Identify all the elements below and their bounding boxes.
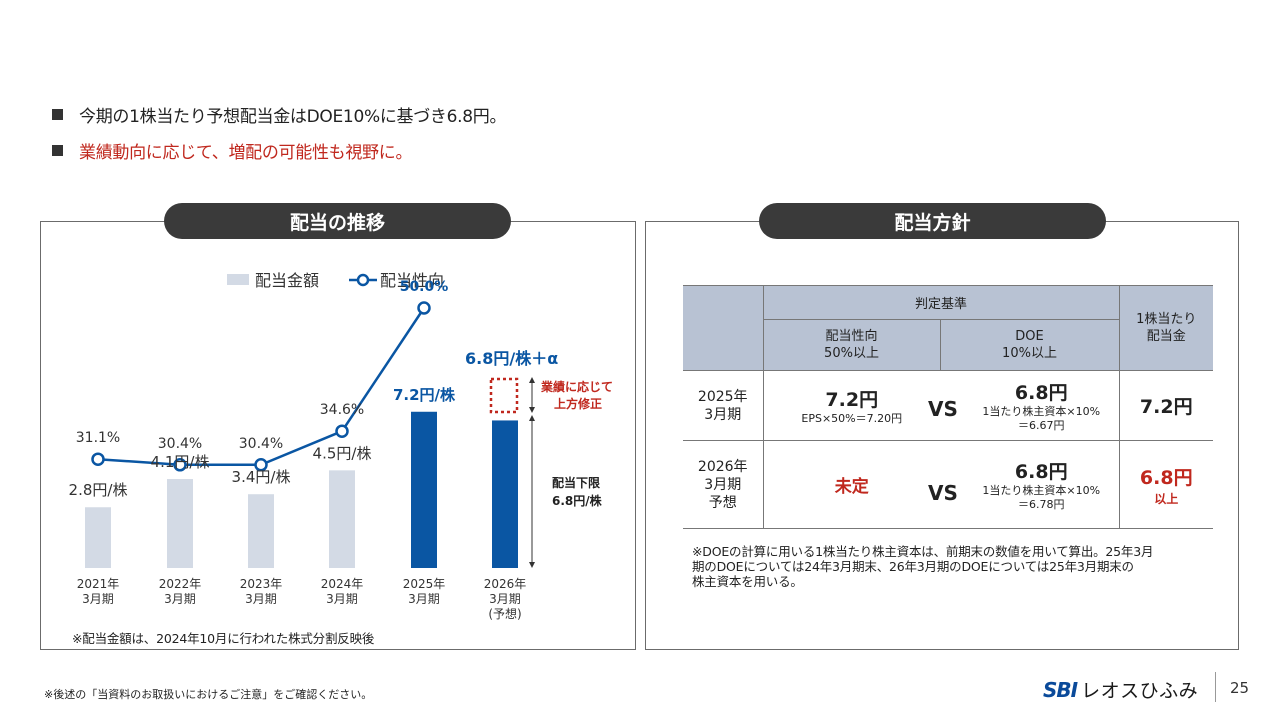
company-logo: SBI レオスひふみ [1043, 676, 1198, 703]
period-forecast: 予想 [708, 494, 737, 511]
disclaimer-note: ※後述の「当資料のお取扱いにおけるご注意」をご確認ください。 [44, 688, 373, 701]
payout-cell: 7.2円 EPS×50%＝7.20円 [762, 370, 940, 441]
square-bullet-icon [52, 108, 63, 120]
dps-cell: 6.8円 以上 [1118, 440, 1213, 529]
policy-footnote: ※DOEの計算に用いる1株当たり株主資本は、前期末の数値を用いて算出。25年3月… [692, 544, 1153, 589]
header-doe: DOE 10%以上 [939, 319, 1120, 371]
square-bullet-icon [52, 144, 63, 156]
period-term: 3月期 [704, 406, 742, 423]
period-year: 2025年 [697, 388, 748, 405]
doe-result: ＝6.78円 [1018, 498, 1065, 511]
vs-label: VS [928, 481, 958, 505]
doe-formula: 1当たり株主資本×10% [982, 405, 1101, 418]
dividend-history-title: 配当の推移 [164, 203, 511, 239]
payout-cell: 未定 [762, 440, 940, 529]
footer-divider [1215, 672, 1216, 702]
bullet-increase-possibility: 業績動向に応じて、増配の可能性も視野に。 [52, 132, 506, 168]
period-term: 3月期 [704, 476, 742, 493]
dps-cell: 7.2円 [1118, 370, 1213, 441]
header-payout-line2: 50%以上 [824, 346, 879, 361]
header-payout: 配当性向 50%以上 [762, 319, 941, 371]
table-row: 2025年 3月期 7.2円 EPS×50%＝7.20円 VS 6.8円 1当た… [683, 370, 1213, 441]
doe-value: 6.8円 [1014, 461, 1068, 483]
period-cell: 2026年 3月期 予想 [683, 440, 764, 529]
vs-label: VS [928, 397, 958, 421]
payout-value: 7.2円 [825, 389, 879, 411]
doe-cell: VS 6.8円 1当たり株主資本×10% ＝6.67円 [928, 370, 1120, 441]
chart-footnote: ※配当金額は、2024年10月に行われた株式分割反映後 [72, 631, 375, 646]
header-dps-line2: 配当金 [1146, 329, 1186, 344]
header-payout-line1: 配当性向 [825, 329, 878, 344]
bullet-text: 今期の1株当たり予想配当金はDOE10%に基づき6.8円。 [79, 106, 507, 127]
bullet-text: 業績動向に応じて、増配の可能性も視野に。 [79, 142, 413, 163]
header-criteria: 判定基準 [762, 285, 1120, 320]
bullet-dividend-forecast: 今期の1株当たり予想配当金はDOE10%に基づき6.8円。 [52, 96, 506, 132]
dps-value: 6.8円 [1139, 466, 1193, 489]
header-dps-line1: 1株当たり [1136, 312, 1197, 327]
logo-mark: SBI [1043, 677, 1078, 702]
policy-footnote-line: 期のDOEについては24年3月期末、26年3月期のDOEについては25年3月期末… [692, 559, 1134, 574]
logo-name: レオスひふみ [1081, 680, 1199, 702]
payout-value: 未定 [834, 477, 869, 497]
header-doe-line2: 10%以上 [1002, 346, 1057, 361]
doe-cell: VS 6.8円 1当たり株主資本×10% ＝6.78円 [928, 440, 1120, 529]
policy-footnote-line: ※DOEの計算に用いる1株当たり株主資本は、前期末の数値を用いて算出。25年3月 [692, 544, 1154, 559]
dividend-policy-title: 配当方針 [759, 203, 1106, 239]
doe-result: ＝6.67円 [1018, 419, 1065, 432]
dps-qualifier: 以上 [1154, 491, 1179, 506]
table-row: 2026年 3月期 予想 未定 VS 6.8円 1当たり株主資本×10% ＝6.… [683, 440, 1213, 529]
header-blank [683, 285, 764, 371]
dividend-policy-table: 判定基準 1株当たり 配当金 配当性向 50%以上 DOE 10%以上 2025… [683, 285, 1213, 529]
page-number: 25 [1230, 679, 1250, 697]
summary-bullets: 今期の1株当たり予想配当金はDOE10%に基づき6.8円。 業績動向に応じて、増… [52, 96, 506, 168]
doe-formula: 1当たり株主資本×10% [982, 484, 1101, 497]
period-cell: 2025年 3月期 [683, 370, 764, 441]
header-dps: 1株当たり 配当金 [1118, 285, 1213, 371]
period-year: 2026年 [697, 458, 748, 475]
header-doe-line1: DOE [1015, 329, 1044, 344]
dividend-history-panel [40, 221, 636, 650]
policy-footnote-line: 株主資本を用いる。 [692, 574, 803, 589]
payout-formula: EPS×50%＝7.20円 [801, 412, 903, 425]
doe-value: 6.8円 [1014, 382, 1068, 404]
dps-value: 7.2円 [1139, 396, 1193, 418]
